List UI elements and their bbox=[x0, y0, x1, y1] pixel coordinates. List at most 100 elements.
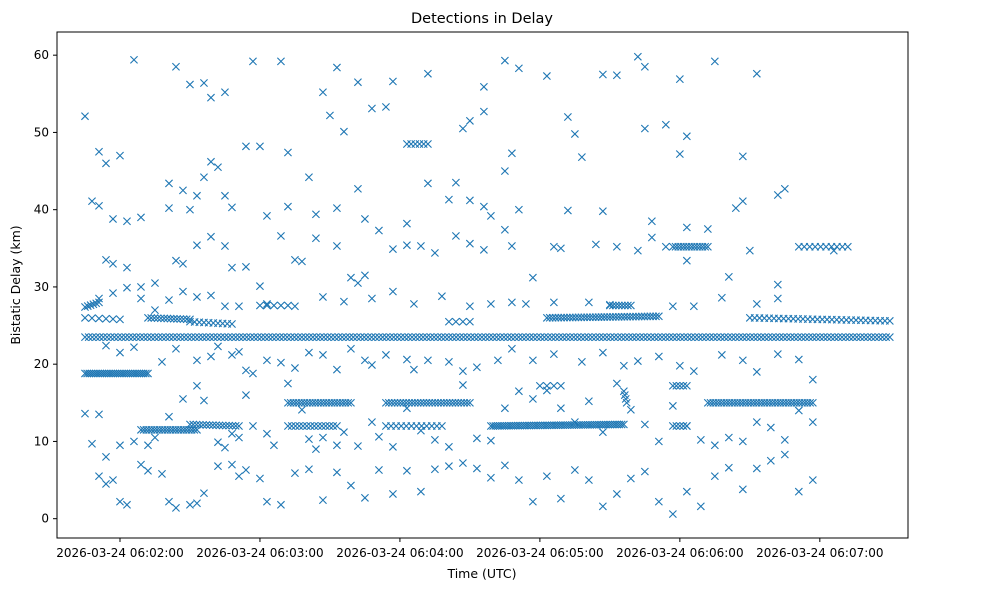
data-point bbox=[122, 283, 131, 292]
data-point bbox=[649, 312, 658, 321]
data-point bbox=[81, 303, 89, 312]
data-point bbox=[317, 421, 326, 430]
data-point bbox=[716, 333, 725, 342]
data-point bbox=[752, 418, 761, 427]
data-point bbox=[635, 333, 644, 342]
data-point bbox=[871, 333, 880, 342]
data-point bbox=[702, 333, 711, 342]
data-point bbox=[141, 369, 150, 378]
data-point bbox=[302, 421, 311, 430]
data-point bbox=[540, 333, 549, 342]
data-point bbox=[680, 333, 688, 342]
data-point bbox=[283, 421, 292, 430]
data-point bbox=[565, 313, 574, 322]
data-point bbox=[571, 313, 580, 322]
data-point bbox=[610, 333, 619, 342]
data-point bbox=[121, 333, 130, 342]
data-point bbox=[264, 333, 273, 342]
data-point bbox=[115, 348, 124, 357]
data-point bbox=[433, 333, 442, 342]
data-point bbox=[624, 333, 633, 342]
data-point bbox=[95, 472, 103, 481]
data-point bbox=[346, 481, 355, 490]
data-point bbox=[668, 401, 677, 410]
data-point bbox=[423, 179, 432, 188]
data-point bbox=[257, 333, 266, 342]
data-point bbox=[542, 381, 551, 390]
data-point bbox=[329, 421, 338, 430]
data-point bbox=[549, 298, 558, 307]
data-point bbox=[623, 301, 632, 310]
x-tick-label: 2026-03-24 06:05:00 bbox=[476, 546, 603, 560]
data-point bbox=[591, 313, 600, 322]
data-point bbox=[500, 167, 509, 176]
data-point bbox=[444, 333, 453, 342]
data-point bbox=[554, 313, 563, 322]
data-point bbox=[176, 315, 185, 324]
data-point bbox=[430, 435, 439, 444]
data-point bbox=[213, 462, 222, 471]
data-point bbox=[588, 313, 597, 322]
data-point bbox=[269, 441, 278, 450]
data-point bbox=[525, 333, 534, 342]
data-point bbox=[128, 333, 137, 342]
data-point bbox=[381, 350, 390, 359]
data-point bbox=[626, 301, 635, 310]
data-point bbox=[305, 333, 314, 342]
data-point bbox=[698, 333, 707, 342]
data-point bbox=[191, 333, 200, 342]
data-point bbox=[400, 333, 409, 342]
data-point bbox=[626, 405, 635, 414]
data-point bbox=[428, 398, 437, 407]
data-point bbox=[241, 366, 250, 375]
data-point bbox=[129, 437, 138, 446]
data-point bbox=[619, 420, 628, 429]
data-point bbox=[657, 333, 666, 342]
data-point bbox=[647, 217, 656, 226]
data-point bbox=[665, 333, 674, 342]
data-point bbox=[402, 466, 411, 475]
data-point bbox=[724, 463, 733, 472]
data-point bbox=[224, 333, 233, 342]
data-point bbox=[101, 341, 110, 350]
data-point bbox=[255, 282, 264, 291]
data-point bbox=[345, 333, 354, 342]
data-point bbox=[451, 231, 460, 240]
data-point bbox=[485, 333, 494, 342]
data-point bbox=[283, 148, 292, 157]
data-point bbox=[157, 469, 166, 478]
data-point bbox=[465, 239, 474, 248]
data-point bbox=[794, 355, 803, 364]
data-point bbox=[584, 476, 593, 485]
data-point bbox=[332, 421, 341, 430]
data-point bbox=[234, 347, 243, 356]
data-point bbox=[551, 333, 560, 342]
data-point bbox=[631, 312, 640, 321]
data-point bbox=[95, 333, 104, 342]
data-point bbox=[460, 398, 469, 407]
data-point bbox=[682, 381, 691, 390]
data-point bbox=[304, 465, 313, 474]
data-point bbox=[557, 313, 566, 322]
data-point bbox=[628, 333, 637, 342]
data-point bbox=[164, 412, 173, 421]
data-point bbox=[563, 112, 572, 121]
data-point bbox=[544, 333, 553, 342]
data-point bbox=[679, 381, 688, 390]
data-point bbox=[332, 241, 341, 250]
data-point bbox=[555, 333, 564, 342]
data-point bbox=[143, 333, 152, 342]
data-point bbox=[500, 225, 509, 234]
data-point bbox=[101, 255, 110, 264]
x-tick-label: 2026-03-24 06:06:00 bbox=[616, 546, 743, 560]
data-point bbox=[507, 241, 516, 250]
data-point bbox=[115, 441, 124, 450]
data-point bbox=[147, 313, 156, 322]
data-point bbox=[409, 365, 418, 374]
data-point bbox=[454, 398, 463, 407]
data-point bbox=[499, 333, 508, 342]
data-point bbox=[760, 333, 769, 342]
data-point bbox=[235, 333, 244, 342]
data-point bbox=[551, 313, 560, 322]
data-point bbox=[416, 241, 425, 250]
